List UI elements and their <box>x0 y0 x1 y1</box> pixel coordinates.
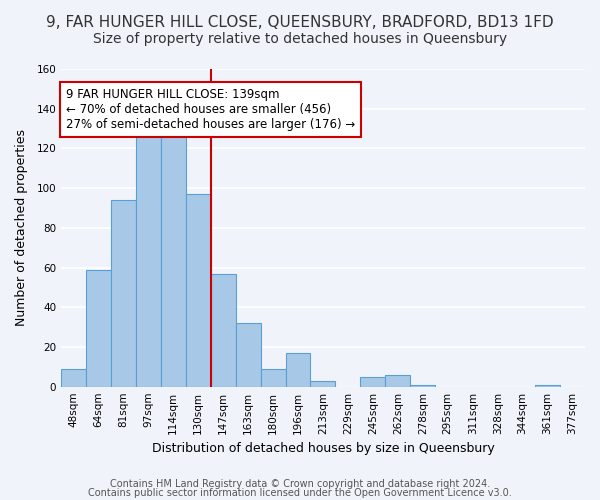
Text: 9 FAR HUNGER HILL CLOSE: 139sqm
← 70% of detached houses are smaller (456)
27% o: 9 FAR HUNGER HILL CLOSE: 139sqm ← 70% of… <box>66 88 355 131</box>
Bar <box>61 369 86 386</box>
Bar <box>186 194 211 386</box>
Bar <box>535 384 560 386</box>
Bar <box>161 126 186 386</box>
Bar <box>136 128 161 386</box>
Bar <box>361 377 385 386</box>
Text: Contains HM Land Registry data © Crown copyright and database right 2024.: Contains HM Land Registry data © Crown c… <box>110 479 490 489</box>
Text: 9, FAR HUNGER HILL CLOSE, QUEENSBURY, BRADFORD, BD13 1FD: 9, FAR HUNGER HILL CLOSE, QUEENSBURY, BR… <box>46 15 554 30</box>
Bar <box>310 380 335 386</box>
Bar <box>410 384 435 386</box>
Bar <box>111 200 136 386</box>
Y-axis label: Number of detached properties: Number of detached properties <box>15 130 28 326</box>
Bar <box>385 375 410 386</box>
Bar <box>86 270 111 386</box>
Bar <box>260 369 286 386</box>
Bar <box>286 353 310 386</box>
Text: Contains public sector information licensed under the Open Government Licence v3: Contains public sector information licen… <box>88 488 512 498</box>
Text: Size of property relative to detached houses in Queensbury: Size of property relative to detached ho… <box>93 32 507 46</box>
Bar <box>236 323 260 386</box>
Bar <box>211 274 236 386</box>
X-axis label: Distribution of detached houses by size in Queensbury: Distribution of detached houses by size … <box>152 442 494 455</box>
